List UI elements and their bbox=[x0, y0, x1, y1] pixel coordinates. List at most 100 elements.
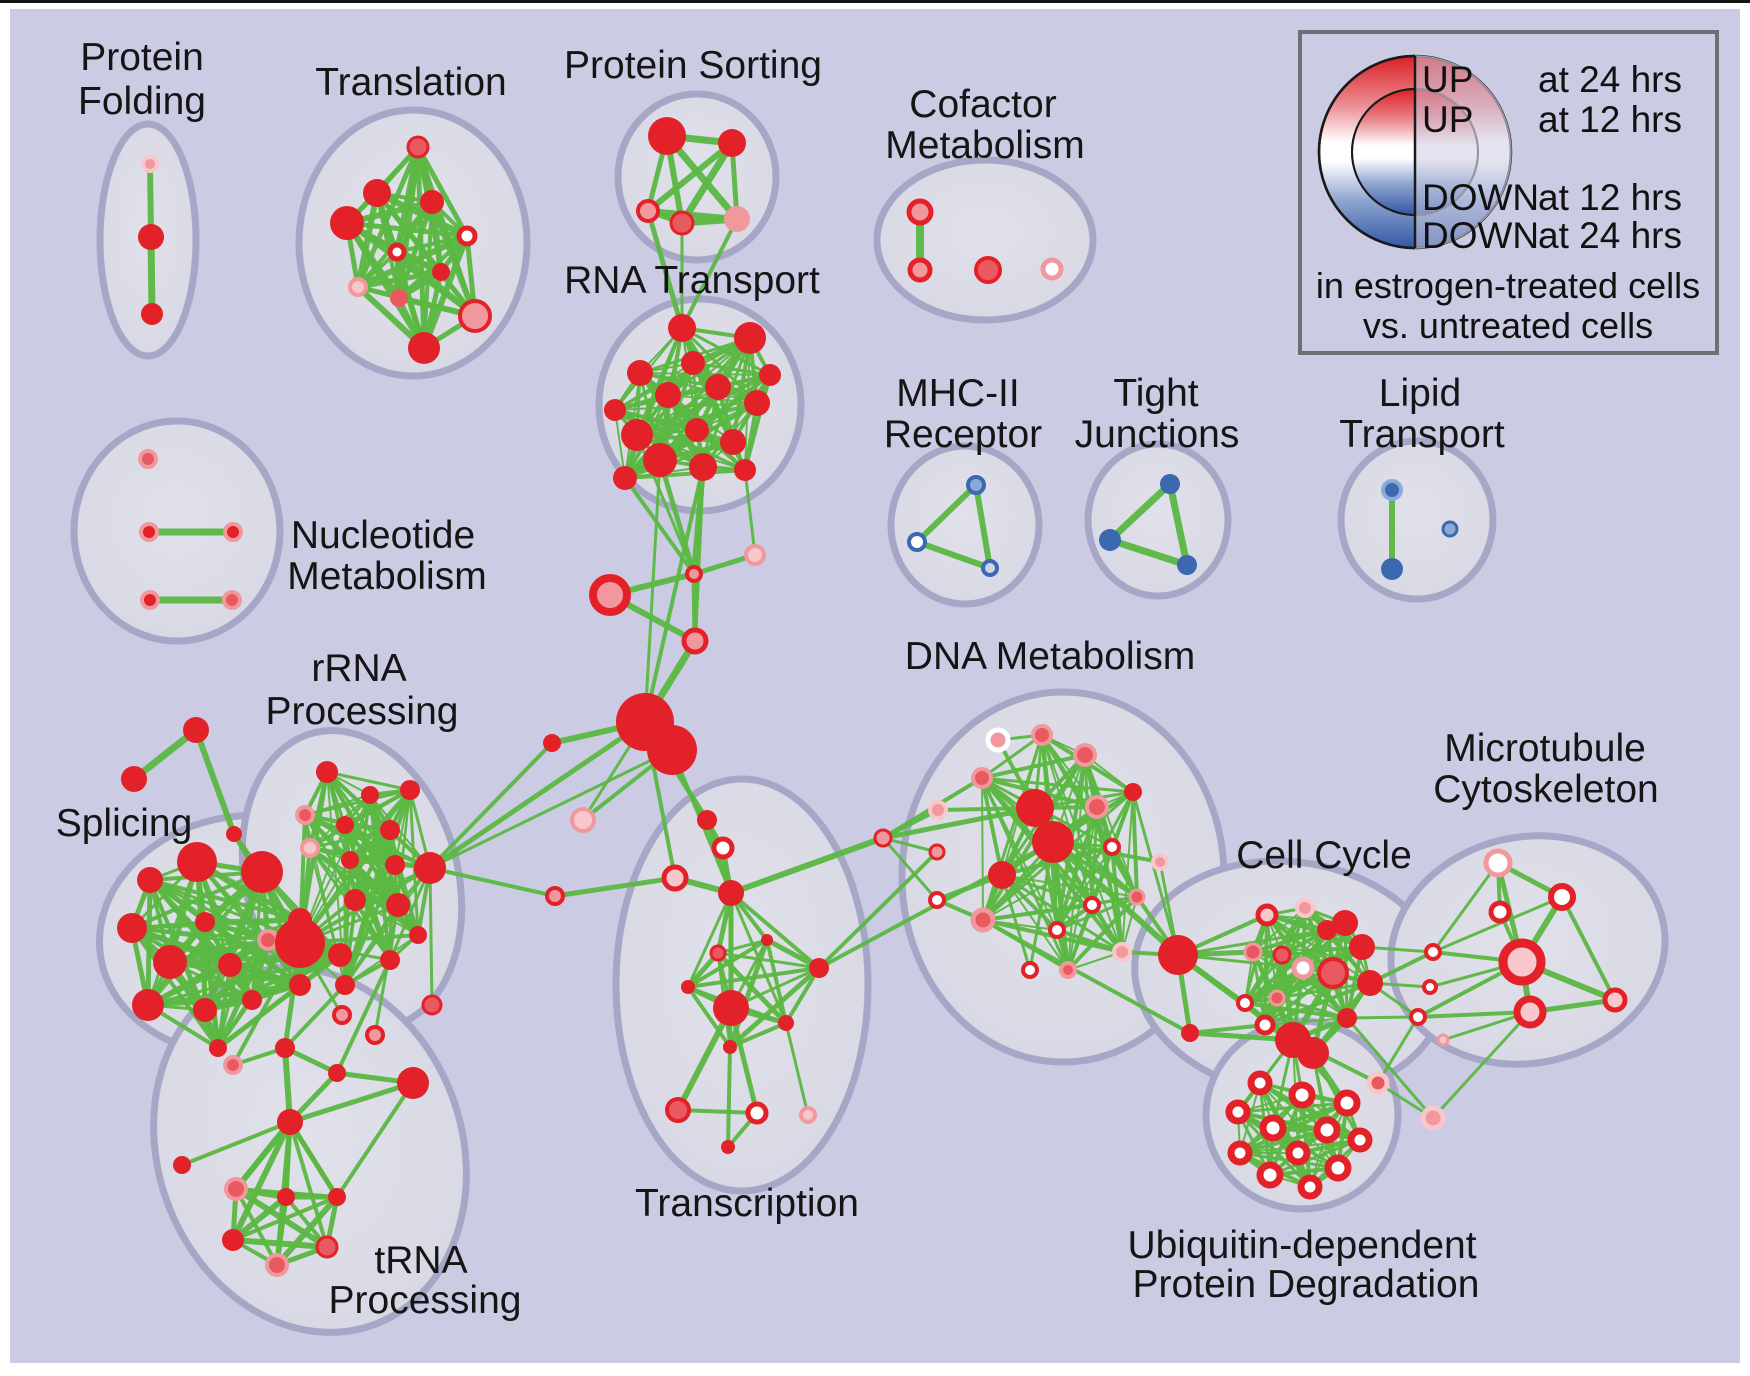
network-node-90 bbox=[386, 893, 410, 917]
network-edge bbox=[1000, 873, 1032, 972]
network-edge bbox=[1376, 1015, 1420, 1085]
network-node-135 bbox=[1016, 789, 1054, 827]
network-node-105 bbox=[315, 1235, 339, 1259]
cluster-label-ubiquitin-dependent-protein-degradation-line1: Protein Degradation bbox=[1133, 1263, 1480, 1306]
network-node-59 bbox=[140, 590, 160, 610]
network-node-176 bbox=[1409, 1008, 1427, 1026]
network-edge bbox=[623, 440, 735, 480]
network-node-89 bbox=[344, 889, 366, 911]
network-edge bbox=[373, 903, 400, 1037]
cluster-label-protein-sorting-line0: Protein Sorting bbox=[564, 44, 822, 87]
network-node-104 bbox=[222, 1229, 244, 1251]
network-edge bbox=[686, 966, 821, 989]
network-edge bbox=[428, 748, 674, 870]
network-edge bbox=[1236, 1101, 1349, 1114]
network-edge bbox=[981, 777, 984, 921]
network-edge bbox=[914, 482, 979, 545]
network-node-28 bbox=[655, 382, 681, 408]
network-node-73 bbox=[132, 989, 164, 1021]
legend-time-down-12: at 12 hrs bbox=[1538, 177, 1682, 218]
network-edge bbox=[914, 539, 993, 571]
network-node-148 bbox=[1158, 935, 1198, 975]
network-node-141 bbox=[970, 907, 996, 933]
network-edge bbox=[691, 361, 772, 377]
legend-caption-line2: vs. untreated cells bbox=[1363, 305, 1653, 346]
network-node-8 bbox=[387, 242, 407, 262]
network-node-166 bbox=[1366, 1071, 1390, 1095]
network-node-139 bbox=[1151, 853, 1169, 871]
network-node-150 bbox=[1255, 903, 1279, 927]
network-node-12 bbox=[458, 299, 492, 333]
network-edge bbox=[1176, 928, 1329, 957]
network-edge bbox=[288, 1120, 329, 1249]
network-node-117 bbox=[681, 980, 695, 994]
network-edge bbox=[686, 985, 732, 1049]
network-node-47 bbox=[966, 475, 986, 495]
network-edge bbox=[348, 858, 392, 962]
cluster-label-tight-junctions-line1: Junctions bbox=[1075, 413, 1240, 456]
network-node-99 bbox=[277, 1109, 303, 1135]
network-node-125 bbox=[721, 1140, 735, 1154]
network-node-126 bbox=[985, 727, 1011, 753]
network-node-27 bbox=[705, 374, 731, 400]
network-node-171 bbox=[1498, 938, 1546, 986]
network-edge bbox=[344, 220, 427, 351]
network-edge bbox=[1000, 873, 1124, 954]
legend-label-up-12: UP bbox=[1422, 99, 1473, 140]
legend-time-down-24: at 24 hrs bbox=[1538, 215, 1682, 256]
network-edge bbox=[1121, 791, 1134, 953]
legend-caption-line1: in estrogen-treated cells bbox=[1316, 265, 1700, 306]
network-node-71 bbox=[257, 929, 279, 951]
network-node-130 bbox=[928, 800, 948, 820]
network-node-180 bbox=[1333, 1089, 1361, 1117]
network-edge bbox=[344, 867, 431, 986]
network-node-121 bbox=[723, 1040, 737, 1054]
network-edge bbox=[344, 220, 470, 239]
network-edge bbox=[287, 1080, 416, 1125]
network-node-33 bbox=[643, 443, 677, 477]
network-node-55 bbox=[1441, 520, 1459, 538]
network-node-13 bbox=[408, 332, 440, 364]
network-node-144 bbox=[1048, 921, 1066, 939]
network-edge bbox=[234, 1187, 279, 1267]
network-edge bbox=[429, 199, 478, 319]
network-node-37 bbox=[604, 399, 626, 421]
network-edge bbox=[678, 139, 736, 227]
network-edge bbox=[130, 870, 264, 930]
network-node-127 bbox=[1031, 724, 1053, 746]
network-node-106 bbox=[265, 1253, 289, 1277]
network-node-32 bbox=[720, 429, 746, 455]
network-edge bbox=[287, 1119, 340, 1200]
network-edge bbox=[657, 457, 697, 577]
network-node-18 bbox=[724, 206, 750, 232]
network-edge bbox=[1431, 1010, 1532, 1120]
network-node-62 bbox=[121, 766, 147, 792]
network-node-189 bbox=[1297, 1174, 1323, 1200]
network-node-152 bbox=[1317, 920, 1337, 940]
network-edge bbox=[388, 866, 432, 962]
network-node-82 bbox=[295, 805, 315, 825]
network-node-26 bbox=[681, 351, 705, 375]
network-node-153 bbox=[1332, 910, 1358, 936]
network-node-19 bbox=[906, 198, 934, 226]
network-node-97 bbox=[328, 1064, 346, 1082]
network-node-84 bbox=[380, 820, 400, 840]
network-edge bbox=[1252, 907, 1306, 953]
network-edge bbox=[1106, 480, 1174, 544]
network-edge bbox=[233, 1119, 293, 1192]
network-node-187 bbox=[1285, 1140, 1311, 1166]
network-node-69 bbox=[153, 945, 187, 979]
network-node-149 bbox=[1181, 1024, 1199, 1042]
network-edge bbox=[743, 468, 757, 557]
network-edge bbox=[1560, 895, 1617, 1002]
network-edge bbox=[623, 468, 747, 480]
network-node-85 bbox=[300, 838, 320, 858]
network-node-70 bbox=[218, 953, 242, 977]
network-edge bbox=[715, 950, 789, 1026]
network-node-115 bbox=[761, 934, 773, 946]
network-node-185 bbox=[1227, 1140, 1253, 1166]
network-node-98 bbox=[397, 1067, 429, 1099]
network-node-75 bbox=[242, 990, 262, 1010]
network-node-94 bbox=[409, 926, 427, 944]
cluster-label-lipid-transport-line0: Lipid bbox=[1379, 372, 1461, 415]
